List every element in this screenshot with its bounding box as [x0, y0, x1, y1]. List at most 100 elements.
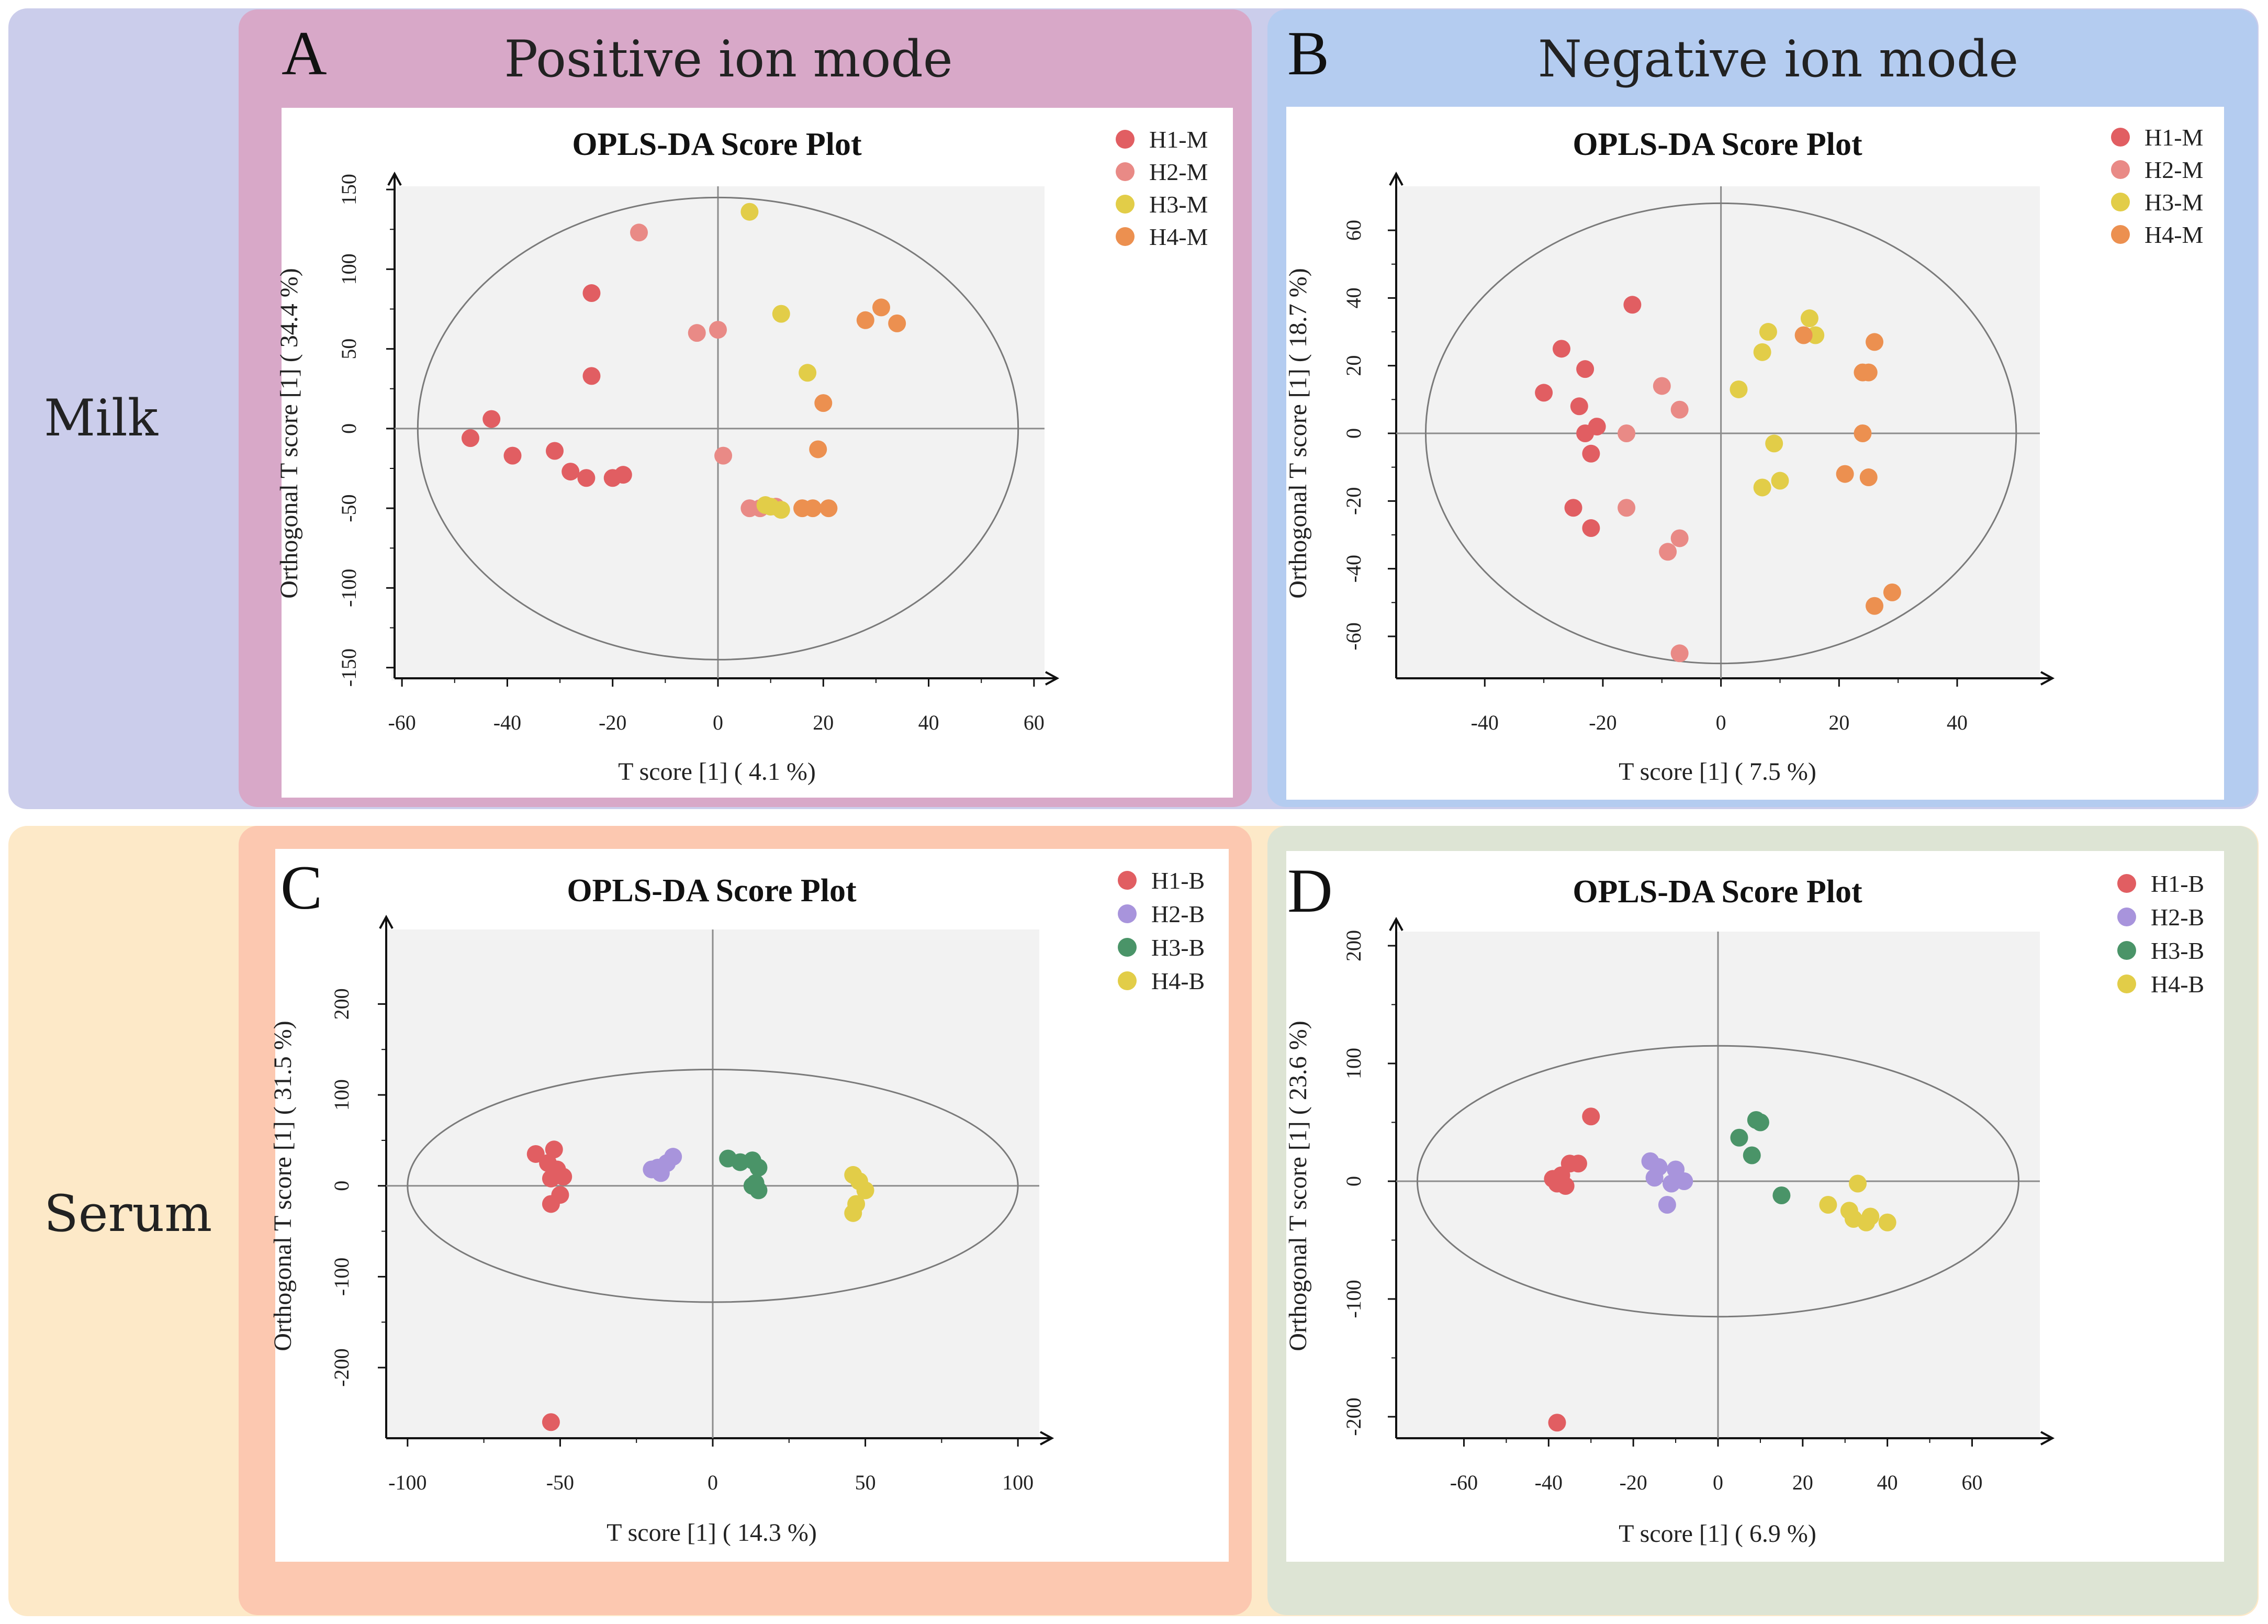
- legend-marker-h3-b: [1118, 938, 1137, 957]
- legend-label-h1-m: H1-M: [1149, 126, 1208, 153]
- data-point-h1-m: [1576, 360, 1595, 378]
- data-point-h2-b: [664, 1148, 682, 1166]
- data-point-h1-b: [1582, 1107, 1600, 1126]
- x-tick-label: 40: [918, 711, 939, 734]
- legend-label-h4-m: H4-M: [1149, 223, 1208, 250]
- legend-label-h2-b: H2-B: [2151, 904, 2204, 931]
- y-axis-arrow: [387, 171, 402, 186]
- data-point-h1-b: [1548, 1414, 1566, 1432]
- x-axis-arrow: [1045, 671, 1060, 686]
- legend-marker-h1-m: [1116, 130, 1135, 149]
- data-point-h4-b: [1819, 1196, 1837, 1214]
- data-point-h2-b: [1658, 1196, 1676, 1214]
- legend-marker-h1-m: [2111, 128, 2130, 147]
- legend-label-h3-b: H3-B: [2151, 937, 2204, 964]
- data-point-h2-m: [1670, 529, 1689, 547]
- data-point-h3-m: [772, 501, 790, 519]
- x-tick-label: 0: [708, 1471, 718, 1494]
- data-point-h1-m: [1570, 397, 1588, 416]
- data-point-h2-m: [709, 321, 727, 339]
- legend-marker-h3-m: [1116, 195, 1135, 214]
- legend-marker-h3-b: [2117, 941, 2136, 960]
- data-point-h2-m: [630, 223, 648, 242]
- y-axis-label: Orthogonal T score [1] ( 31.5 %): [269, 1021, 297, 1351]
- y-axis-arrow: [379, 914, 394, 929]
- data-point-h2-b: [1645, 1169, 1664, 1187]
- data-point-h1-b: [1556, 1177, 1575, 1195]
- y-tick-label: 200: [330, 988, 353, 1020]
- data-point-h3-b: [1751, 1113, 1769, 1132]
- data-point-h3-b: [1772, 1186, 1791, 1204]
- data-point-h4-b: [1861, 1207, 1880, 1226]
- data-point-h2-m: [1618, 424, 1636, 442]
- y-tick-label: 50: [337, 339, 361, 360]
- data-point-h3-m: [1753, 478, 1771, 497]
- data-point-h4-m: [814, 394, 833, 412]
- data-point-h1-m: [1535, 384, 1553, 402]
- data-point-h4-b: [856, 1181, 874, 1200]
- y-tick-label: 200: [1342, 930, 1365, 961]
- x-axis-label: T score [1] ( 14.3 %): [607, 1519, 817, 1547]
- data-point-h4-m: [1836, 465, 1854, 483]
- data-point-h3-m: [1759, 323, 1777, 341]
- data-point-h4-m: [1854, 424, 1872, 442]
- chart-title: OPLS-DA Score Plot: [572, 127, 862, 162]
- data-point-h4-m: [819, 499, 838, 518]
- data-point-h1-b: [545, 1140, 563, 1159]
- data-point-h1-m: [1576, 424, 1595, 442]
- y-tick-label: 0: [1342, 428, 1365, 439]
- data-point-h4-b: [1849, 1174, 1867, 1193]
- legend-marker-h1-b: [1118, 871, 1137, 890]
- x-tick-label: 20: [1828, 711, 1849, 734]
- panel-b-letter: B: [1287, 18, 1329, 88]
- legend-marker-h1-b: [2117, 874, 2136, 893]
- data-point-h3-m: [799, 364, 817, 382]
- y-tick-label: 100: [330, 1079, 353, 1111]
- x-tick-label: -60: [1450, 1471, 1478, 1494]
- legend-marker-h4-b: [2117, 975, 2136, 993]
- legend-label-h2-m: H2-M: [2145, 156, 2203, 183]
- data-point-h2-b: [1675, 1172, 1693, 1190]
- data-point-h1-m: [1582, 444, 1600, 463]
- y-tick-label: 20: [1342, 355, 1365, 376]
- panel-a: A Positive ion mode -60 -40 -20 0 20 40 60 -150…: [239, 9, 1252, 807]
- data-point-h4-m: [872, 298, 890, 317]
- row-label-serum: Serum: [44, 1184, 212, 1243]
- x-axis-label: T score [1] ( 4.1 %): [618, 758, 816, 786]
- legend-label-h2-b: H2-B: [1151, 901, 1205, 927]
- data-point-h4-b: [1878, 1213, 1896, 1231]
- legend-marker-h2-m: [2111, 160, 2130, 179]
- data-point-h4-m: [856, 311, 874, 329]
- data-point-h4-m: [1859, 363, 1878, 382]
- x-tick-label: -60: [388, 711, 416, 734]
- x-axis-arrow: [2040, 1431, 2055, 1446]
- legend-label-h1-m: H1-M: [2145, 124, 2203, 151]
- data-point-h2-m: [1670, 400, 1689, 419]
- legend-label-h4-b: H4-B: [1151, 968, 1205, 994]
- y-tick-label: -100: [330, 1258, 353, 1296]
- data-point-h1-m: [482, 410, 501, 428]
- chart-title: OPLS-DA Score Plot: [567, 873, 857, 909]
- data-point-h3-b: [749, 1159, 768, 1177]
- x-axis-label: T score [1] ( 6.9 %): [1619, 1520, 1816, 1548]
- panel-b-chart: -40 -20 0 20 40 -60 -40 -20 0 20 40 60 OPLS-DA Score…: [1284, 124, 2203, 786]
- legend-label-h1-b: H1-B: [2151, 870, 2204, 897]
- data-point-h4-m: [1866, 597, 1884, 615]
- legend-marker-h4-b: [1118, 971, 1137, 990]
- y-tick-label: 150: [337, 174, 361, 205]
- data-point-h4-m: [809, 440, 827, 458]
- data-point-h2-m: [1670, 644, 1689, 663]
- y-tick-label: 100: [337, 253, 361, 285]
- y-tick-label: -50: [337, 494, 361, 522]
- y-tick-label: -100: [337, 569, 361, 607]
- data-point-h1-m: [582, 367, 601, 385]
- data-point-h3-b: [746, 1174, 765, 1192]
- data-point-h1-b: [526, 1145, 545, 1163]
- legend-label-h4-m: H4-M: [2145, 221, 2203, 248]
- data-point-h3-m: [1753, 343, 1771, 361]
- data-point-h4-m: [804, 499, 822, 518]
- x-axis-arrow: [1040, 1431, 1054, 1446]
- x-tick-label: 40: [1877, 1471, 1898, 1494]
- y-tick-label: -200: [1342, 1397, 1365, 1436]
